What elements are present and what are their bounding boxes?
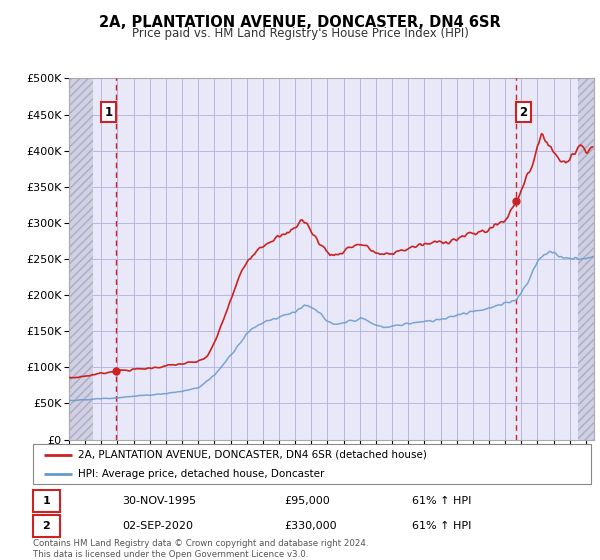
Text: Price paid vs. HM Land Registry's House Price Index (HPI): Price paid vs. HM Land Registry's House … (131, 27, 469, 40)
Text: 2A, PLANTATION AVENUE, DONCASTER, DN4 6SR: 2A, PLANTATION AVENUE, DONCASTER, DN4 6S… (99, 15, 501, 30)
Text: 2: 2 (43, 521, 50, 531)
FancyBboxPatch shape (33, 515, 60, 536)
Bar (578, 78, 594, 440)
Text: 2A, PLANTATION AVENUE, DONCASTER, DN4 6SR (detached house): 2A, PLANTATION AVENUE, DONCASTER, DN4 6S… (77, 450, 427, 460)
Text: Contains HM Land Registry data © Crown copyright and database right 2024.
This d: Contains HM Land Registry data © Crown c… (33, 539, 368, 559)
Text: 61% ↑ HPI: 61% ↑ HPI (412, 496, 472, 506)
Text: £95,000: £95,000 (284, 496, 330, 506)
Text: 2: 2 (519, 106, 527, 119)
Text: 61% ↑ HPI: 61% ↑ HPI (412, 521, 472, 531)
Text: 1: 1 (43, 496, 50, 506)
FancyBboxPatch shape (33, 491, 60, 512)
Text: 1: 1 (105, 106, 113, 119)
Bar (69, 78, 93, 440)
FancyBboxPatch shape (33, 444, 591, 484)
Text: £330,000: £330,000 (284, 521, 337, 531)
Text: 02-SEP-2020: 02-SEP-2020 (122, 521, 193, 531)
Text: 30-NOV-1995: 30-NOV-1995 (122, 496, 196, 506)
Text: HPI: Average price, detached house, Doncaster: HPI: Average price, detached house, Donc… (77, 469, 324, 478)
